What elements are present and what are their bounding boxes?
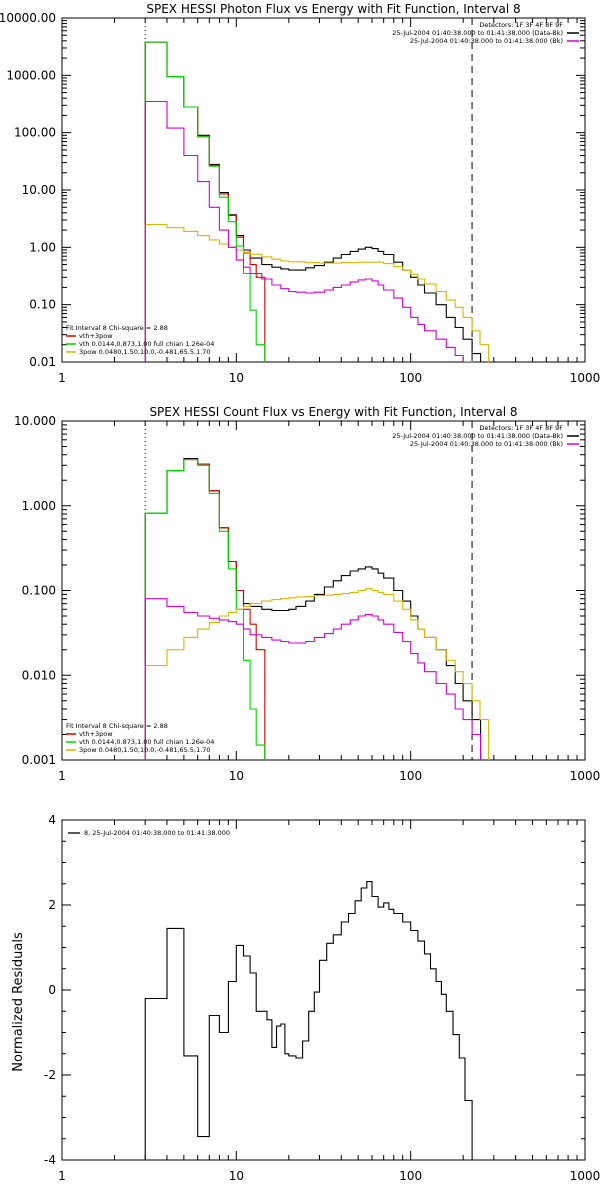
series-line-4	[144, 588, 490, 760]
series-line-2	[144, 459, 266, 760]
legend-top-text: 25-Jul-2004 01:40:38.000 to 01:41:38.000…	[410, 37, 563, 45]
series-group	[144, 458, 490, 760]
y-tick-label: 10.000	[14, 414, 56, 428]
legend-bottom-text: Fit Interval 8 Chi-square = 2.88	[66, 324, 168, 332]
plot-frame	[61, 17, 586, 363]
series-line-1	[144, 458, 482, 760]
x-tick-label: 10	[229, 1169, 244, 1183]
x-tick-label: 1	[58, 769, 66, 783]
series-line-3	[144, 41, 266, 362]
y-tick-label: 0.010	[22, 668, 56, 682]
series-line-5	[144, 598, 482, 760]
x-tick-label: 1000	[570, 769, 600, 783]
chart-panel-2: SPEX HESSI Count Flux vs Energy with Fit…	[14, 405, 600, 783]
plot-frame	[61, 819, 586, 1161]
y-tick-label: 1.00	[29, 240, 56, 254]
y-tick-label: 10.00	[22, 183, 56, 197]
x-tick-label: 1	[58, 1169, 66, 1183]
chart-title: SPEX HESSI Photon Flux vs Energy with Fi…	[146, 2, 520, 16]
series-line-1	[144, 41, 482, 362]
x-tick-label: 100	[399, 769, 422, 783]
y-tick-label: 1.000	[22, 499, 56, 513]
y-tick-label: 0	[48, 983, 56, 997]
series-group	[144, 41, 490, 362]
y-tick-label: -4	[44, 1153, 56, 1167]
y-tick-label: 0.100	[22, 584, 56, 598]
series-line-3	[144, 459, 266, 760]
x-tick-label: 1000	[570, 1169, 600, 1183]
legend-top-text: 25-Jul-2004 01:40:38.000 to 01:41:38.000…	[392, 29, 563, 37]
y-tick-label: 4	[48, 813, 56, 827]
legend-bottom-text: vth+3pow	[79, 332, 113, 340]
legend-top-text: 25-Jul-2004 01:40:38.000 to 01:41:38.000…	[392, 432, 563, 440]
residual-legend-text: 8, 25-Jul-2004 01:40:38.000 to 01:41:38.…	[84, 829, 230, 837]
legend-top-text: Detectors: 1F 3F 4F 8F 9F	[479, 424, 563, 432]
y-tick-label: 0.001	[22, 753, 56, 767]
chart-panel-3: 1 10 100 1000 -4 -2 0 2 4 Normalized Residuals 8, …	[11, 813, 600, 1183]
legend-bottom-text: 3pow 0.0480,1.50,10.0,-0.481,65.5,1.70	[79, 348, 211, 356]
series-line-4	[144, 223, 490, 362]
y-tick-label: 0.10	[29, 298, 56, 312]
legend-bottom-text: Fit Interval 8 Chi-square = 2.88	[66, 722, 168, 730]
legend-bottom-text: vth 0.0144,0.873,1.00 full chian 1.26e-0…	[79, 738, 214, 746]
y-tick-label: 2	[48, 898, 56, 912]
x-tick-label: 10	[229, 371, 244, 385]
y-tick-label: 10000.00	[0, 11, 56, 25]
chart-title: SPEX HESSI Count Flux vs Energy with Fit…	[149, 405, 517, 419]
y-tick-label: 1000.00	[6, 68, 56, 82]
plot-frame	[61, 420, 586, 761]
x-tick-label: 10	[229, 769, 244, 783]
legend-top-text: 25-Jul-2004 01:40:38.000 to 01:41:38.000…	[410, 440, 563, 448]
x-tick-label: 100	[399, 1169, 422, 1183]
y-tick-label: 100.00	[14, 126, 56, 140]
legend-bottom-text: vth 0.0144,0.873,1.00 full chian 1.26e-0…	[79, 340, 214, 348]
y-axis-label: Normalized Residuals	[11, 932, 26, 1072]
legend-bottom-text: vth+3pow	[79, 730, 113, 738]
series-line-5	[144, 100, 473, 362]
x-tick-label: 1000	[570, 371, 600, 385]
legend-top-text: Detectors: 1F 3F 4F 8F 9F	[479, 21, 563, 29]
legend-bottom-text: 3pow 0.0480,1.50,10.0,-0.481,65.5,1.70	[79, 746, 211, 754]
x-tick-label: 100	[399, 371, 422, 385]
chart-panel-1: SPEX HESSI Photon Flux vs Energy with Fi…	[0, 2, 600, 385]
x-tick-label: 1	[58, 371, 66, 385]
series-line-2	[144, 41, 266, 362]
y-tick-label: -2	[44, 1068, 56, 1082]
y-tick-label: 0.01	[29, 355, 56, 369]
series-group	[144, 881, 482, 1160]
series-line-1	[144, 881, 482, 1160]
